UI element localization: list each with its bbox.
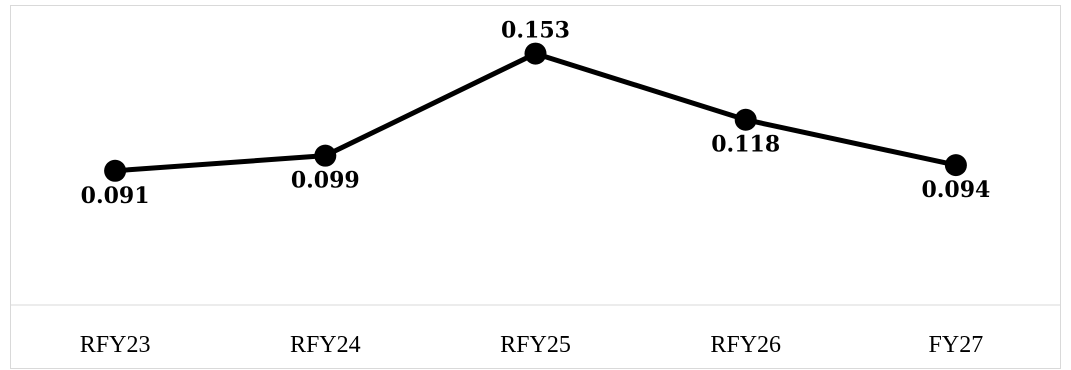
- x-tick-label-rfy23: RFY23: [80, 332, 151, 358]
- chart-frame: [10, 5, 1061, 369]
- data-point-fy27: [944, 154, 967, 177]
- data-label-rfy26: 0.118: [711, 132, 780, 158]
- data-point-rfy23: [104, 159, 127, 182]
- x-tick-label-rfy25: RFY25: [500, 332, 571, 358]
- data-label-rfy25: 0.153: [501, 18, 570, 44]
- series-line: [114, 51, 957, 174]
- data-points: [104, 42, 967, 182]
- data-label-rfy24: 0.099: [291, 168, 360, 194]
- data-point-rfy24: [314, 144, 337, 167]
- data-point-rfy25: [524, 42, 547, 65]
- data-labels: 0.091 0.099 0.153 0.118 0.094: [81, 18, 991, 209]
- x-tick-label-fy27: FY27: [929, 332, 984, 358]
- x-tick-label-rfy26: RFY26: [710, 332, 781, 358]
- data-label-fy27: 0.094: [921, 177, 990, 203]
- x-tick-label-rfy24: RFY24: [290, 332, 361, 358]
- x-tick-labels: RFY23 RFY24 RFY25 RFY26 FY27: [80, 332, 983, 358]
- data-point-rfy26: [734, 108, 757, 131]
- data-label-rfy23: 0.091: [81, 183, 150, 209]
